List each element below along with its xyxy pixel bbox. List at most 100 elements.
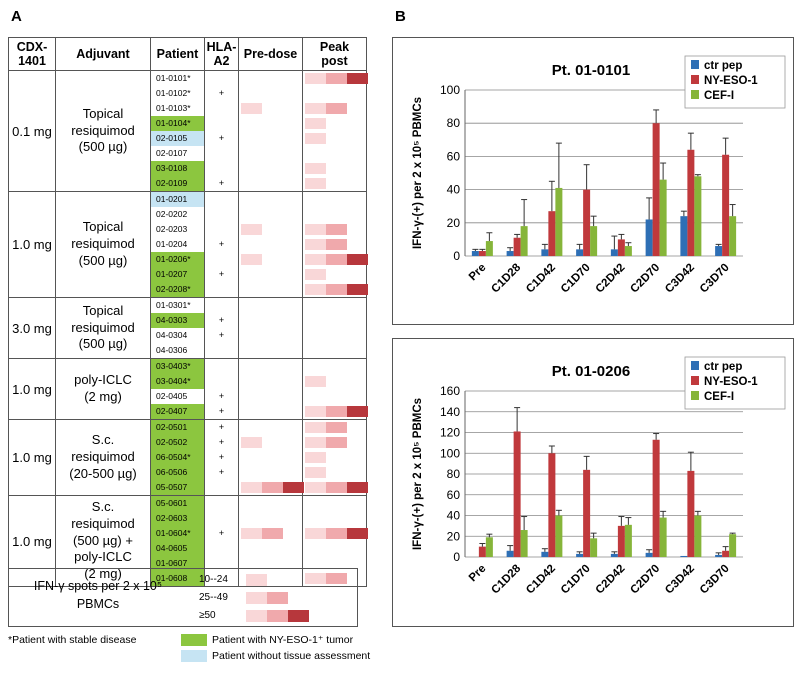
hla-a2-status [205,541,238,556]
cohort-pre-column [238,191,303,298]
y-tick-label: 20 [447,529,461,543]
patient-id: 06-0504* [151,450,204,465]
bar-cef-i [624,246,632,256]
legend-swatch [691,376,699,385]
bar-cef-i [520,226,528,256]
peak-response [303,237,366,252]
bar-cef-i [485,537,493,557]
chart-svg-01-0101: Pt. 01-0101 0 20 40 60 80 100 IFN-γ-(+) per 2 x… [412,55,786,296]
patient-id: 04-0303 [151,313,204,328]
patient-id: 02-0109 [151,176,204,191]
x-tick-label: C1D70 [559,262,593,296]
response-segment [305,376,326,387]
response-segment [326,482,347,493]
peak-response [303,252,368,267]
hla-a2-status: + [218,315,225,325]
hla-a2-status [205,192,238,207]
predose-response [239,176,302,191]
patient-id: 02-0202 [156,209,188,219]
bar-ny-eso-1 [478,546,486,557]
peak-response [303,511,366,526]
response-segment [305,178,326,189]
peak-response [303,541,366,556]
legend-swatch-high-c [288,610,309,622]
hla-a2-status: + [218,406,225,416]
bar-cef-i [729,216,737,256]
predose-response [239,511,302,526]
legend-label: NY-ESO-1 [704,75,758,87]
peak-response [303,343,366,358]
legend-swatch-low [246,574,267,586]
cohort-pre-column [238,419,304,496]
bar-ctr-pep [610,249,618,256]
bar-ny-eso-1 [652,123,660,256]
response-segment [347,284,368,295]
bar-ctr-pep [680,555,688,557]
legend-green-swatch [181,634,207,646]
patient-id: 02-0502 [151,435,204,450]
cohort-pid-column: 01-0201 02-0202 02-0203 01-0204 01-0206* 01-0… [150,191,205,298]
legend-swatch-mid-b [267,592,288,604]
response-segment [305,284,326,295]
cohort-dose: 1.0 mg [8,495,56,587]
cohort-peak-column [302,495,368,587]
response-segment [305,422,326,433]
response-segment [305,406,326,417]
header-peak: Peak post [302,37,367,71]
peak-response [303,192,366,207]
y-tick-label: 100 [440,83,460,97]
hla-a2-status [205,101,238,116]
hla-a2-status: + [218,88,225,98]
response-segment [305,73,326,84]
y-tick-label: 100 [440,446,460,460]
bar-ctr-pep [576,553,584,557]
y-tick-label: 160 [440,384,460,398]
bar-cef-i [729,534,737,557]
header-predose: Pre-dose [238,37,303,71]
predose-response [239,496,302,511]
patient-id: 02-0107 [156,148,188,158]
legend-title: IFN-γ spots per 2 x 10⁵ PBMCs [33,579,163,611]
peak-response [303,131,366,146]
footnote-stable: *Patient with stable disease [8,634,137,646]
chart-title: Pt. 01-0206 [552,363,630,380]
response-segment [326,437,347,448]
hla-a2-status [205,146,238,161]
bar-ny-eso-1 [583,189,591,256]
predose-response [239,237,302,252]
hla-a2-status [205,359,238,374]
response-segment [347,254,368,265]
patient-id: 02-0203 [156,224,188,234]
response-segment [347,73,368,84]
legend-label: ctr pep [704,361,742,373]
y-tick-label: 0 [453,249,460,263]
hla-a2-status: + [218,133,225,143]
bar-ny-eso-1 [722,550,730,557]
predose-response [239,267,302,282]
hla-a2-status: + [218,437,225,447]
hla-a2-status: + [218,422,225,432]
bar-cef-i [694,176,702,256]
predose-response [239,480,304,495]
x-tick-label: C1D70 [559,563,593,597]
peak-response [303,374,366,389]
cohort-hla-column: + + [204,191,239,298]
response-segment [305,573,326,584]
patient-id: 01-0103* [156,103,191,113]
predose-response [239,465,302,480]
patient-id: 05-0601 [151,496,204,511]
bar-ctr-pep [610,553,618,557]
response-segment [305,133,326,144]
patient-id: 04-0605 [151,541,204,556]
peak-response [303,161,366,176]
legend-swatch [691,361,699,370]
patient-id: 01-0104* [151,116,204,131]
response-segment [241,437,262,448]
peak-response [303,420,366,435]
peak-response [303,526,368,541]
cohort-peak-column [302,419,368,496]
patient-id: 01-0206* [151,252,204,267]
predose-response [239,328,302,343]
bar-ctr-pep [645,219,653,256]
patient-id: 01-0101* [156,73,191,83]
